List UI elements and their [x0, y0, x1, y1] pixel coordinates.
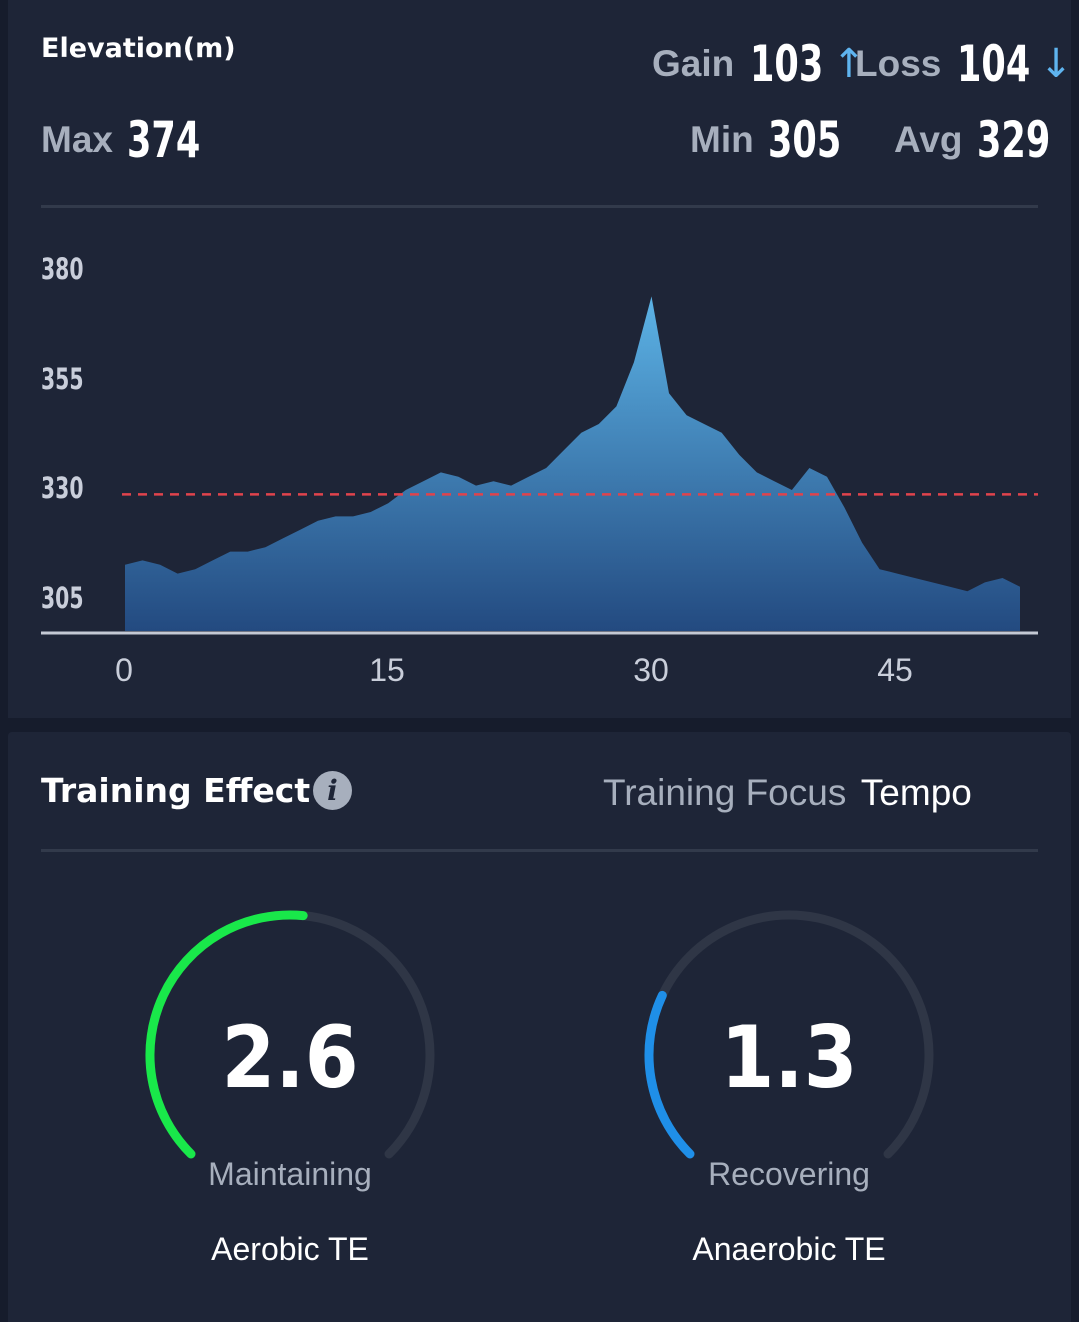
down-arrow-icon: ↓: [1039, 41, 1073, 87]
y-tick-305: 305: [41, 581, 84, 615]
y-tick-330: 330: [41, 471, 84, 505]
gauges: [145, 910, 934, 1159]
aerobic-te-value: 2.6: [221, 1008, 359, 1108]
x-tick-15: 15: [369, 652, 405, 688]
max-label: Max: [41, 119, 113, 160]
training-effect-panel: [8, 732, 1071, 1322]
training-focus: Training Focus Tempo: [603, 772, 972, 814]
anaerobic-gauge-fill: [644, 990, 695, 1159]
max-stat: Max 374: [41, 111, 221, 169]
anaerobic-te-label: Anaerobic TE: [692, 1231, 886, 1267]
x-tick-0: 0: [115, 652, 133, 688]
info-icon[interactable]: i: [313, 771, 352, 810]
training-effect-title: Training Effect: [41, 771, 311, 810]
training-focus-label: Training Focus: [603, 772, 847, 813]
gain-label: Gain: [652, 43, 735, 84]
max-value: 374: [126, 111, 201, 169]
elevation-divider: [41, 205, 1038, 208]
x-tick-30: 30: [633, 652, 669, 688]
min-stat: Min 305: [690, 111, 862, 169]
loss-label: Loss: [855, 43, 942, 84]
x-tick-45: 45: [877, 652, 913, 688]
avg-label: Avg: [894, 119, 963, 160]
gain-value: 103: [750, 35, 824, 93]
up-arrow-icon: ↑: [832, 41, 866, 87]
aerobic-gauge-fill: [145, 910, 308, 1159]
elevation-title: Elevation(m): [41, 33, 236, 64]
elevation-chart: [41, 296, 1038, 635]
avg-stat: Avg 329: [894, 111, 1070, 169]
aerobic-te-label: Aerobic TE: [211, 1231, 369, 1267]
min-label: Min: [690, 119, 754, 160]
training-focus-value: Tempo: [860, 772, 972, 813]
gain-stat: Gain 103 ↑: [652, 35, 866, 93]
anaerobic-te-state: Recovering: [708, 1156, 870, 1192]
avg-value: 329: [976, 111, 1050, 169]
elevation-area: [125, 296, 1020, 631]
loss-value: 104: [957, 35, 1031, 93]
y-tick-355: 355: [41, 362, 84, 396]
anaerobic-te-value: 1.3: [720, 1008, 858, 1108]
aerobic-te-state: Maintaining: [208, 1156, 372, 1192]
training-divider: [41, 849, 1038, 852]
min-value: 305: [767, 111, 841, 169]
y-tick-380: 380: [41, 252, 84, 286]
loss-stat: Loss 104 ↓: [855, 35, 1073, 93]
